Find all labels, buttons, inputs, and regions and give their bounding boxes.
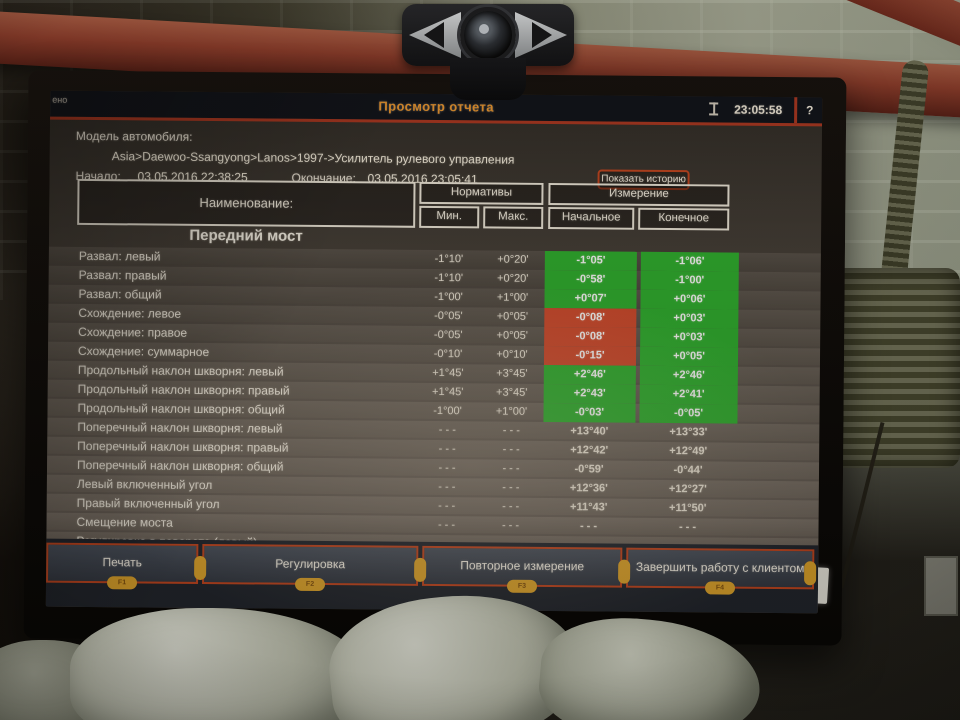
header-name: Наименование: — [77, 178, 416, 228]
fkey-badge: F3 — [506, 579, 538, 593]
fkey-badge: F2 — [294, 577, 326, 592]
row-min-value: - - - — [438, 424, 456, 437]
row-min-value: -0°05' — [434, 309, 463, 323]
row-min-value: - - - — [438, 443, 456, 456]
function-button[interactable]: Регулировка F2 — [202, 543, 419, 592]
bar-joint-pill — [414, 557, 427, 582]
function-button-label: Завершить работу с клиентом — [635, 559, 805, 576]
bar-joint-pill — [618, 559, 631, 584]
row-max-value: +1°00' — [495, 405, 528, 418]
header-measure: Измерение — [548, 182, 730, 207]
row-initial-measure: +12°42' — [570, 444, 609, 457]
row-initial-measure: -0°59' — [574, 463, 604, 476]
row-initial-measure: -0°58' — [544, 269, 637, 290]
function-button-label: Печать — [102, 555, 142, 570]
row-final-measure: -1°00' — [640, 270, 739, 291]
section-title-front-axle: Передний мост — [189, 226, 303, 245]
row-max-value: +0°05' — [496, 310, 529, 323]
function-button[interactable]: Печать F1 — [46, 542, 199, 590]
header-initial: Начальное — [548, 206, 635, 230]
row-final-measure: +0°05' — [639, 346, 739, 367]
row-initial-measure: - - - — [579, 520, 598, 533]
model-label: Модель автомобиля: — [75, 128, 193, 144]
webcam — [402, 0, 574, 100]
bar-joint-pill — [804, 561, 817, 586]
header-min: Мин. — [419, 205, 480, 229]
row-max-value: +3°45' — [496, 386, 528, 399]
function-button-label: Повторное измерение — [460, 558, 585, 574]
row-min-value: -1°00' — [433, 404, 462, 418]
row-min-value: +1°45' — [432, 366, 464, 380]
fkey-badge: F4 — [704, 581, 736, 595]
row-initial-measure: -1°05' — [544, 250, 637, 271]
webcam-chevron — [424, 22, 444, 48]
wall-junction-box — [924, 556, 958, 616]
row-initial-measure: +11°43' — [569, 501, 608, 514]
row-min-value: +1°45' — [432, 385, 464, 399]
row-max-value: - - - — [502, 424, 520, 437]
bar-joint-pill — [194, 555, 207, 581]
function-button[interactable]: Завершить работу с клиентом F4 — [626, 547, 815, 595]
row-min-value: -0°05' — [433, 328, 463, 342]
row-max-value: - - - — [502, 500, 520, 513]
function-button[interactable]: Повторное измерение F3 — [422, 545, 623, 593]
row-initial-measure: +2°46' — [543, 364, 636, 385]
row-final-measure: -1°06' — [640, 251, 739, 272]
row-max-value: +0°10' — [496, 348, 528, 361]
row-final-measure: -0°44' — [673, 464, 703, 477]
row-initial-measure: -0°08' — [544, 326, 637, 347]
row-final-measure: +0°03' — [640, 308, 739, 329]
row-min-value: -0°10' — [433, 347, 463, 361]
header-norms: Нормативы — [419, 181, 544, 205]
row-max-value: +0°20' — [497, 253, 529, 266]
row-final-measure: +0°03' — [640, 327, 739, 348]
header-final: Конечное — [638, 207, 730, 231]
header-max: Макс. — [483, 206, 544, 229]
function-button-label: Регулировка — [275, 556, 346, 572]
row-final-measure: -0°05' — [639, 403, 738, 424]
row-final-measure: +13°33' — [669, 426, 708, 439]
row-max-value: +1°00' — [496, 291, 529, 304]
cursor-ibeam-icon — [709, 102, 718, 116]
row-min-value: - - - — [438, 481, 456, 494]
row-final-measure: - - - — [678, 521, 697, 534]
row-max-value: - - - — [501, 519, 520, 532]
row-max-value: - - - — [502, 443, 520, 456]
row-max-value: - - - — [502, 481, 520, 494]
row-initial-measure: -0°03' — [543, 402, 636, 423]
row-initial-measure: +0°07' — [544, 288, 637, 309]
alignment-report-screen: ено Просмотр отчета 23:05:58 ? Модель ав… — [45, 90, 823, 614]
row-final-measure: +12°49' — [669, 445, 708, 458]
row-final-measure: +11°50' — [668, 502, 707, 515]
row-final-measure: +2°46' — [639, 365, 738, 386]
webcam-chevron — [532, 22, 552, 48]
row-final-measure: +12°27' — [668, 483, 707, 496]
row-min-value: -1°10' — [434, 271, 463, 285]
webcam-lens-icon — [460, 7, 516, 63]
model-path: Asia>Daewoo-Ssangyong>Lanos>1997->Усилит… — [111, 149, 515, 167]
webcam-clamp — [450, 58, 526, 100]
row-max-value: +0°20' — [497, 272, 529, 285]
row-max-value: +3°45' — [496, 367, 528, 380]
row-min-value: - - - — [438, 500, 456, 513]
help-button[interactable]: ? — [794, 97, 823, 124]
row-min-value: -1°00' — [434, 290, 463, 304]
row-initial-measure: +13°40' — [570, 425, 609, 438]
fkey-badge: F1 — [106, 576, 138, 590]
row-initial-measure: +2°43' — [543, 383, 636, 404]
row-final-measure: +0°06' — [640, 289, 739, 310]
row-max-value: - - - — [502, 462, 520, 475]
row-initial-measure: +12°36' — [569, 482, 608, 495]
row-final-measure: +2°41' — [639, 384, 738, 405]
row-initial-measure: -0°15' — [543, 345, 637, 366]
row-max-value: +0°05' — [496, 329, 528, 342]
table-rows: Развал: левый -1°10' +0°20' -1°05' -1°06… — [46, 246, 821, 558]
row-min-value: - - - — [437, 519, 456, 532]
row-min-value: - - - — [438, 462, 456, 475]
clock-time: 23:05:58 — [734, 102, 783, 118]
lg-monitor: DNS ено Просмотр отчета 23:05:58 ? Модел… — [23, 70, 847, 646]
row-min-value: -1°10' — [434, 252, 464, 266]
row-initial-measure: -0°08' — [544, 307, 637, 328]
